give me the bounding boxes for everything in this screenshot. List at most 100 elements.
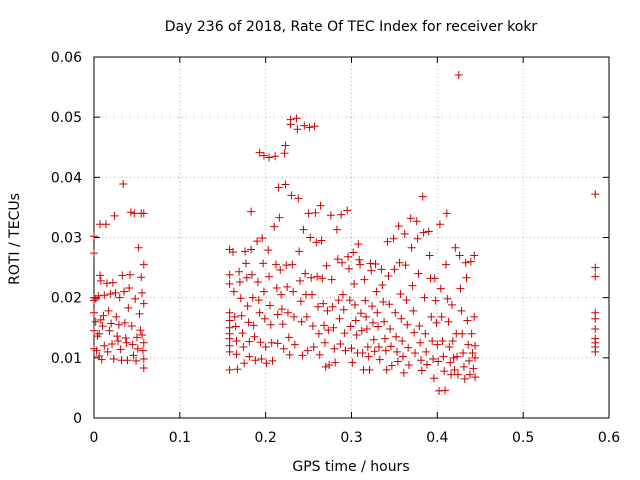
data-point xyxy=(457,306,466,315)
data-point xyxy=(265,153,274,162)
data-point xyxy=(460,374,469,383)
data-point xyxy=(136,326,145,335)
data-point xyxy=(412,217,421,226)
data-point xyxy=(391,308,400,317)
data-point xyxy=(303,346,312,355)
data-point xyxy=(374,343,383,352)
data-point xyxy=(358,349,367,358)
data-point xyxy=(138,346,147,355)
data-point xyxy=(409,306,418,315)
data-point xyxy=(423,360,432,369)
data-point xyxy=(306,233,315,242)
data-point xyxy=(392,332,401,341)
data-point xyxy=(468,349,477,358)
data-point xyxy=(397,314,406,323)
data-point xyxy=(109,355,118,364)
data-point xyxy=(432,318,441,327)
data-point xyxy=(317,236,326,245)
data-point xyxy=(119,179,128,188)
data-point xyxy=(259,151,268,160)
data-point xyxy=(350,279,359,288)
data-point xyxy=(361,296,370,305)
data-point xyxy=(112,312,121,321)
data-point xyxy=(420,293,429,302)
data-point xyxy=(393,357,402,366)
data-point xyxy=(325,361,334,370)
data-point xyxy=(405,361,414,370)
data-point xyxy=(265,301,274,310)
data-point xyxy=(362,324,371,333)
data-point xyxy=(299,225,308,234)
data-point xyxy=(289,312,298,321)
data-point xyxy=(271,260,280,269)
data-point xyxy=(257,355,266,364)
data-point xyxy=(248,293,257,302)
data-point xyxy=(465,356,474,365)
data-point xyxy=(312,238,321,247)
data-point xyxy=(271,152,280,161)
data-point xyxy=(230,312,239,321)
data-point xyxy=(408,281,417,290)
data-point xyxy=(378,281,387,290)
data-point xyxy=(295,247,304,256)
data-point xyxy=(458,329,467,338)
data-point xyxy=(438,336,447,345)
data-point xyxy=(95,329,104,338)
data-point xyxy=(470,251,479,260)
data-point xyxy=(265,272,274,281)
data-point xyxy=(108,339,117,348)
data-point xyxy=(445,343,454,352)
data-point xyxy=(309,343,318,352)
data-point xyxy=(238,329,247,338)
data-point xyxy=(411,349,420,358)
data-point xyxy=(264,246,273,255)
data-point xyxy=(96,271,105,280)
data-point xyxy=(289,287,298,296)
data-point xyxy=(467,329,476,338)
data-point xyxy=(381,346,390,355)
data-point xyxy=(431,296,440,305)
grid xyxy=(94,57,609,418)
data-point xyxy=(348,358,357,367)
data-point xyxy=(354,240,363,249)
data-point xyxy=(100,341,109,350)
data-point xyxy=(279,344,288,353)
data-point xyxy=(300,121,309,130)
data-point xyxy=(322,261,331,270)
data-point xyxy=(382,365,391,374)
data-point xyxy=(437,312,446,321)
data-point xyxy=(398,336,407,345)
y-axis-label: ROTI / TECUs xyxy=(7,193,23,285)
data-point xyxy=(235,267,244,276)
data-point xyxy=(281,141,290,150)
data-point xyxy=(296,297,305,306)
data-point xyxy=(326,211,335,220)
x-tick-label: 0.4 xyxy=(426,430,448,446)
data-point xyxy=(362,312,371,321)
y-tick-label: 0.04 xyxy=(51,170,82,186)
data-point xyxy=(337,210,346,219)
data-point xyxy=(428,336,437,345)
data-point xyxy=(96,315,105,324)
data-point xyxy=(447,370,456,379)
data-point xyxy=(453,352,462,361)
data-point xyxy=(229,247,238,256)
data-point xyxy=(407,243,416,252)
data-point xyxy=(100,291,109,300)
data-point xyxy=(245,352,254,361)
data-point xyxy=(347,344,356,353)
data-point xyxy=(282,261,291,270)
data-point xyxy=(292,114,301,123)
data-point xyxy=(245,337,254,346)
data-point xyxy=(343,206,352,215)
data-point xyxy=(352,330,361,339)
data-point xyxy=(364,352,373,361)
data-point xyxy=(414,269,423,278)
data-point xyxy=(231,322,240,331)
data-point xyxy=(424,227,433,236)
data-point xyxy=(395,258,404,267)
data-point xyxy=(241,247,250,256)
data-point xyxy=(137,273,146,282)
data-point xyxy=(225,308,234,317)
